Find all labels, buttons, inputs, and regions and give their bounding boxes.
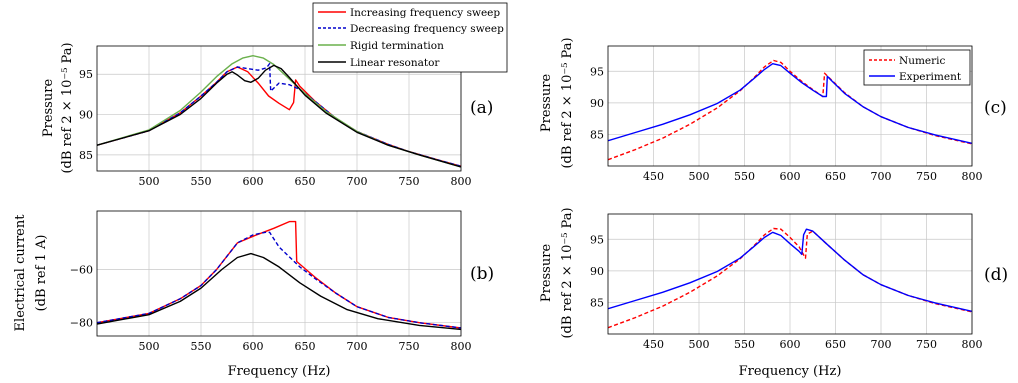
- panel-b-ytick-label-m60: −60: [70, 264, 93, 277]
- panel-a-xtick-label-650: 650: [295, 175, 316, 188]
- panel-c-xtick-label-550: 550: [734, 170, 755, 183]
- panel-d-label: (d): [984, 265, 1008, 285]
- panel-a-xtick-label-700: 700: [347, 175, 368, 188]
- panel-d-ytick-label-90: 90: [590, 265, 604, 278]
- panel-b-ytick-label-m80: −80: [70, 317, 93, 330]
- panel-b-ylabel-line1: Electrical current: [13, 214, 28, 332]
- panel-b-lines: [97, 220, 461, 331]
- panel-d-xtick-label-700: 700: [871, 338, 892, 351]
- panel-b-series-decreasing-frequency-sweep: [97, 231, 461, 329]
- panel-c-lines: [608, 59, 972, 161]
- panel-b-xtick-label-800: 800: [451, 340, 472, 353]
- panel-d-frame: [607, 213, 973, 335]
- panel-c-xtick-label-750: 750: [916, 170, 937, 183]
- panel-a-label: (a): [470, 98, 493, 118]
- panel-b-xtick-label-650: 650: [295, 340, 316, 353]
- panel-a-ytick-label-85: 85: [79, 149, 93, 162]
- panel-d-lines: [608, 227, 972, 329]
- panel-c-ytick-label-95: 95: [590, 65, 604, 78]
- legend-a: Increasing frequency sweep Decreasing fr…: [312, 2, 508, 73]
- panel-b-xtick-label-700: 700: [347, 340, 368, 353]
- panel-b-xlabel: Frequency (Hz): [228, 364, 331, 379]
- panel-d-ytick-label-85: 85: [590, 296, 604, 309]
- panel-b: 500 550 600 650 700 750 800 −80 −60 Electrical c…: [13, 210, 494, 379]
- panel-a-ylabel-line1: Pressure: [41, 79, 56, 138]
- panel-b-grid: [97, 211, 462, 336]
- panel-d-series-experiment: [608, 228, 972, 312]
- panel-b-xtick-label-500: 500: [139, 340, 160, 353]
- panel-d-xlabel: Frequency (Hz): [739, 364, 842, 379]
- panel-c-frame: [607, 45, 973, 167]
- panel-c-xtick-label-600: 600: [780, 170, 801, 183]
- panel-a-xtick-label-600: 600: [243, 175, 264, 188]
- panel-c-ytick-label-85: 85: [590, 128, 604, 141]
- legend-c-label-experiment: Experiment: [899, 71, 962, 83]
- panel-a-frame: [96, 45, 462, 172]
- panel-b-ylabel-line2: (dB ref 1 A): [34, 235, 49, 312]
- legend-c: Numeric Experiment: [863, 49, 971, 86]
- panel-d-ylabel-line2: (dB ref 2 × 10⁻⁵ Pa): [560, 207, 575, 338]
- legend-a-label-decreasing: Decreasing frequency sweep: [350, 23, 504, 35]
- panel-c-xtick-label-650: 650: [825, 170, 846, 183]
- panel-a-ylabel-line2: (dB ref 2 × 10⁻⁵ Pa): [60, 42, 75, 173]
- panel-d-xtick-label-450: 450: [643, 338, 664, 351]
- panel-a-xtick-label-500: 500: [139, 175, 160, 188]
- panel-b-xtick-label-750: 750: [399, 340, 420, 353]
- panel-d-xtick-label-600: 600: [780, 338, 801, 351]
- panel-d-xtick-label-750: 750: [916, 338, 937, 351]
- panel-c-ticks: 450 500 550 600 650 700 750 800 85 90 95: [590, 65, 983, 183]
- panel-d-xtick-label-800: 800: [962, 338, 983, 351]
- panel-d-xtick-label-500: 500: [689, 338, 710, 351]
- panel-a-xtick-label-800: 800: [451, 175, 472, 188]
- panel-d-grid: [608, 214, 973, 334]
- panel-b-series-linear-resonator: [97, 252, 461, 331]
- panel-d-ytick-label-95: 95: [590, 233, 604, 246]
- legend-c-label-numeric: Numeric: [899, 55, 945, 67]
- panel-d-xtick-label-650: 650: [825, 338, 846, 351]
- panel-d-ylabel-line1: Pressure: [539, 244, 554, 303]
- panel-c-xtick-label-450: 450: [643, 170, 664, 183]
- panel-b-xtick-label-550: 550: [191, 340, 212, 353]
- panel-c-xtick-label-700: 700: [871, 170, 892, 183]
- legend-a-label-rigid: Rigid termination: [350, 40, 444, 52]
- legend-a-box: [312, 2, 508, 73]
- panel-c-ylabel-line2: (dB ref 2 × 10⁻⁵ Pa): [560, 37, 575, 168]
- panel-c-xtick-label-800: 800: [962, 170, 983, 183]
- panel-c-xtick-label-500: 500: [689, 170, 710, 183]
- panel-a-ytick-label-90: 90: [79, 109, 93, 122]
- panel-c-series-experiment: [608, 63, 972, 144]
- panel-a-ticks: 500 550 600 650 700 750 800 85 90 95: [79, 68, 472, 188]
- panel-c-label: (c): [984, 98, 1007, 118]
- panel-a-xtick-label-750: 750: [399, 175, 420, 188]
- panel-b-frame: [96, 210, 462, 337]
- panel-d-ticks: 450 500 550 600 650 700 750 800 85 90 95: [590, 233, 983, 351]
- panel-c-ytick-label-90: 90: [590, 97, 604, 110]
- panel-a-xtick-label-550: 550: [191, 175, 212, 188]
- panel-b-xtick-label-600: 600: [243, 340, 264, 353]
- legend-c-box: [863, 49, 971, 86]
- panel-a-ytick-label-95: 95: [79, 68, 93, 81]
- panel-a-series-linear-resonator: [97, 64, 461, 168]
- panel-a-lines: [97, 55, 461, 168]
- panel-c-ylabel-line1: Pressure: [539, 74, 554, 133]
- panel-d-xtick-label-550: 550: [734, 338, 755, 351]
- panel-b-label: (b): [470, 264, 494, 284]
- panel-b-ticks: 500 550 600 650 700 750 800 −80 −60: [70, 264, 472, 353]
- legend-a-label-linear: Linear resonator: [350, 57, 440, 69]
- legend-a-label-increasing: Increasing frequency sweep: [350, 7, 500, 19]
